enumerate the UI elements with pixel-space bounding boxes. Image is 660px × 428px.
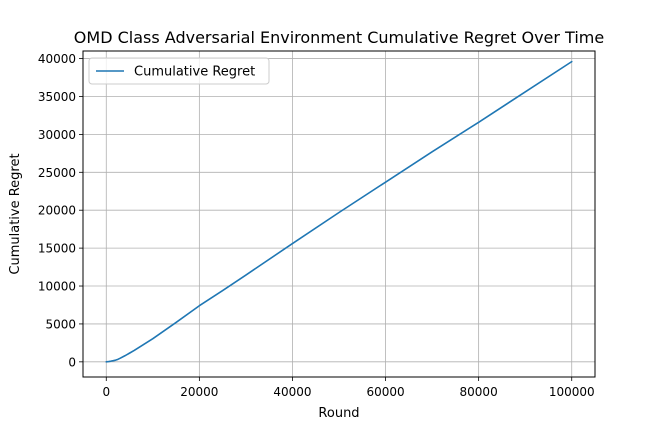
legend-label: Cumulative Regret: [134, 65, 255, 80]
y-tick-label: 0: [68, 355, 76, 369]
x-tick-label: 40000: [273, 385, 311, 399]
x-axis-label: Round: [318, 406, 359, 421]
y-tick-label: 35000: [38, 90, 76, 104]
chart-title: OMD Class Adversarial Environment Cumula…: [74, 28, 604, 47]
x-tick-label: 100000: [549, 385, 595, 399]
y-tick-label: 40000: [38, 52, 76, 66]
series-line-cumulative-regret: [105, 60, 573, 363]
y-tick-label: 25000: [38, 166, 76, 180]
plot-frame: [82, 50, 596, 378]
y-tick-label: 10000: [38, 280, 76, 294]
y-tick-label: 15000: [38, 242, 76, 256]
y-tick-label: 20000: [38, 204, 76, 218]
x-axis-ticks: 0 20000 40000 60000 80000 100000: [102, 377, 595, 399]
x-tick-label: 0: [102, 385, 110, 399]
y-axis-ticks: 0 5000 10000 15000 20000 25000 30000 35000 40000: [38, 52, 83, 369]
y-axis-label: Cumulative Regret: [8, 153, 23, 274]
y-tick-label: 30000: [38, 128, 76, 142]
series-layer: [105, 60, 573, 363]
x-tick-label: 80000: [460, 385, 498, 399]
y-tick-label: 5000: [45, 317, 76, 331]
legend-box: [88, 57, 270, 85]
legend: Cumulative Regret: [88, 57, 270, 85]
x-tick-label: 20000: [180, 385, 218, 399]
x-tick-label: 60000: [366, 385, 404, 399]
grid-lines: [83, 51, 595, 377]
